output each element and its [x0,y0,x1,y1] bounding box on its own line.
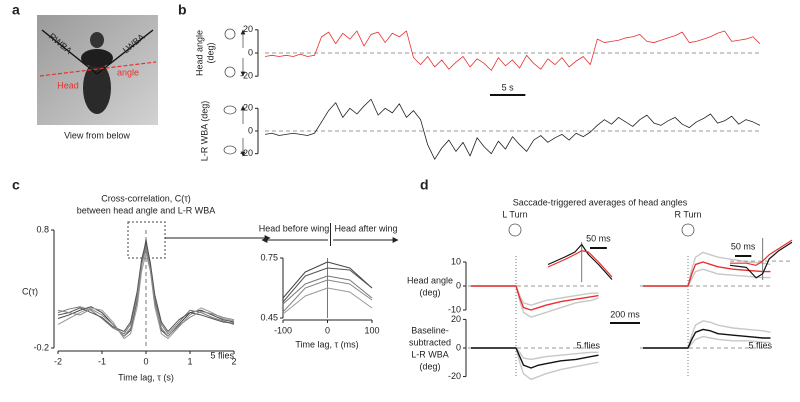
y-tick-label: 0 [456,342,461,352]
x-tick-label: 100 [364,325,379,335]
y-tick-label: -20 [240,148,253,158]
scale-bar-label: 50 ms [586,233,611,243]
chart-title: Saccade-triggered averages of head angle… [513,197,688,207]
chart-title: Cross-correlation, C(τ) [101,193,191,203]
y-tick-label: 20 [451,314,461,324]
line-series [547,250,613,278]
wing-line [96,29,154,75]
x-tick-label: 0 [143,356,148,366]
line-series [57,241,235,332]
photo-label: Head [57,80,79,90]
line-series [643,268,771,287]
icon [224,28,236,40]
panel-label: d [420,177,429,193]
line-series [282,261,373,299]
head-icons [223,28,695,237]
icon [224,66,236,78]
head-line [39,61,157,77]
y-tick-label: 0 [248,125,253,135]
line-series [282,279,373,313]
x-tick-label: 0 [325,325,330,335]
y-axis-label: (deg) [419,361,440,371]
y-axis-label: Head angle [407,275,453,285]
wing-line [41,29,98,75]
x-tick-label: -1 [98,356,106,366]
icon [681,223,695,237]
y-tick-label: 0 [248,47,253,57]
x-axis-label: Time lag, τ (s) [118,372,174,382]
line-series [471,347,599,369]
photo-label: angle [117,67,139,77]
y-tick-label: -10 [448,304,461,314]
scale-bar-label: 50 ms [731,241,756,251]
annotation: 5 flies [748,340,772,350]
x-tick-label: -2 [54,356,62,366]
y-tick-label: 0.75 [260,252,278,262]
line-series [471,285,599,311]
line-series [471,285,599,318]
line-series [730,239,793,266]
line-series [57,253,235,340]
scale-bar-label: 5 s [502,82,515,92]
y-tick-label: 10 [451,256,461,266]
chart-title: between head angle and L-R WBA [77,205,216,215]
y-axis-label: subtracted [409,337,451,347]
line-series [264,98,761,160]
icon [223,145,237,155]
line-series [643,261,771,287]
x-tick-label: 2 [231,356,236,366]
fly-body [83,62,111,114]
panel-label: c [12,177,20,193]
fly-top [90,32,104,48]
y-tick-label: -0.2 [33,342,49,352]
x-tick-label: -100 [274,325,292,335]
y-tick-label: -20 [448,371,461,381]
line-series [264,30,761,71]
line-series [643,251,771,287]
photo: RWBA LWBA Head angle View from below [37,15,158,140]
y-axis-label: C(τ) [22,286,38,296]
annotation: 5 flies [210,350,234,360]
photo-caption: View from below [64,130,130,140]
y-tick-label: 20 [243,103,253,113]
panel-label: a [12,2,20,18]
annotation: Head before wing [259,223,330,233]
y-tick-label: 0.45 [260,312,278,322]
line-series [282,275,373,305]
y-tick-label: 20 [243,24,253,34]
y-tick-label: 0 [456,280,461,290]
zoom-box [127,221,166,259]
line-series [643,328,771,349]
chart-subtitle: R Turn [674,209,701,219]
y-axis-label: (deg) [419,287,440,297]
line-series [282,267,373,303]
panel-label: b [178,2,187,18]
icon [223,105,237,115]
scale-bar-label: 200 ms [610,309,640,319]
line-series [547,243,613,280]
fly-head [81,49,113,67]
y-tick-label: 0.8 [36,224,49,234]
y-tick-label: -20 [240,71,253,81]
y-axis-label: (deg) [205,42,215,63]
y-axis-label: L-R WBA (deg) [199,101,209,162]
y-axis-label: Head angle [194,30,204,76]
line-series [57,246,235,335]
y-axis-label: Baseline- [411,325,449,335]
line-series [282,287,373,315]
icon [508,223,522,237]
line-series [729,241,793,279]
line-series [57,248,235,337]
annotation: 5 flies [576,340,600,350]
x-tick-label: 1 [187,356,192,366]
x-axis-label: Time lag, τ (ms) [295,339,358,349]
annotation: Head after wing [334,223,397,233]
chart-subtitle: L Turn [502,209,527,219]
y-axis-label: L-R WBA [411,349,449,359]
